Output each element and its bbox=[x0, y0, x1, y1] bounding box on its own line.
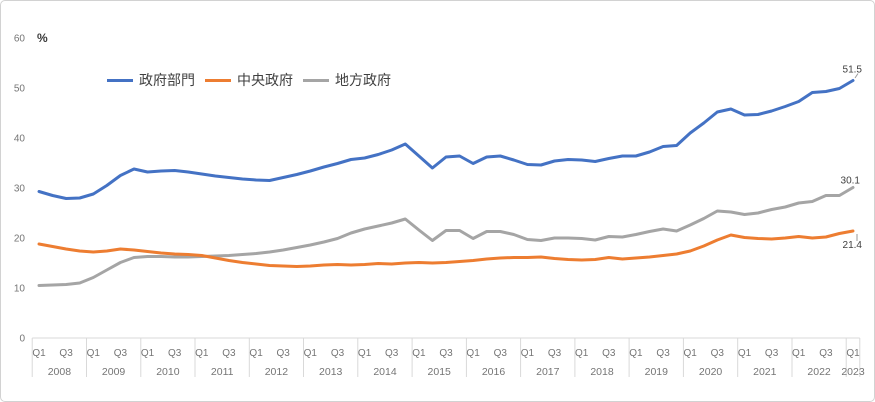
svg-text:2021: 2021 bbox=[753, 366, 777, 378]
svg-text:Q3: Q3 bbox=[59, 348, 73, 359]
line-swatch-icon bbox=[303, 78, 329, 82]
y-axis-unit-label: % bbox=[37, 31, 48, 45]
legend-label: 地方政府 bbox=[335, 72, 391, 88]
svg-text:2016: 2016 bbox=[482, 366, 506, 378]
legend-item-local-government: 地方政府 bbox=[303, 70, 391, 90]
svg-text:Q3: Q3 bbox=[331, 348, 345, 359]
svg-text:Q1: Q1 bbox=[792, 348, 806, 359]
svg-text:30: 30 bbox=[14, 184, 26, 195]
svg-text:Q1: Q1 bbox=[684, 348, 698, 359]
line-swatch-icon bbox=[107, 78, 133, 82]
svg-text:2010: 2010 bbox=[156, 366, 180, 378]
svg-text:2013: 2013 bbox=[319, 366, 343, 378]
svg-text:60: 60 bbox=[14, 34, 26, 45]
svg-text:Q3: Q3 bbox=[439, 348, 453, 359]
svg-text:Q1: Q1 bbox=[629, 348, 643, 359]
svg-text:Q1: Q1 bbox=[466, 348, 480, 359]
svg-text:Q1: Q1 bbox=[575, 348, 589, 359]
svg-text:2011: 2011 bbox=[211, 366, 234, 378]
svg-text:Q1: Q1 bbox=[521, 348, 535, 359]
series-end-value-label: 51.5 bbox=[843, 65, 863, 76]
svg-text:Q1: Q1 bbox=[141, 348, 155, 359]
svg-text:2017: 2017 bbox=[536, 366, 560, 378]
svg-text:Q3: Q3 bbox=[602, 348, 616, 359]
svg-text:Q3: Q3 bbox=[168, 348, 182, 359]
svg-text:0: 0 bbox=[19, 334, 25, 345]
svg-text:Q3: Q3 bbox=[711, 348, 725, 359]
svg-text:Q3: Q3 bbox=[819, 348, 833, 359]
svg-text:20: 20 bbox=[14, 234, 26, 245]
legend-item-central-government: 中央政府 bbox=[205, 70, 293, 90]
svg-text:Q3: Q3 bbox=[548, 348, 562, 359]
svg-text:2018: 2018 bbox=[590, 366, 614, 378]
svg-text:2020: 2020 bbox=[699, 366, 723, 378]
svg-text:Q3: Q3 bbox=[385, 348, 399, 359]
svg-text:2014: 2014 bbox=[373, 366, 397, 378]
svg-text:40: 40 bbox=[14, 134, 26, 145]
svg-text:Q1: Q1 bbox=[412, 348, 426, 359]
svg-text:Q1: Q1 bbox=[738, 348, 752, 359]
legend-label: 政府部門 bbox=[139, 72, 195, 88]
svg-text:2023: 2023 bbox=[841, 366, 865, 378]
series-end-value-label: 30.1 bbox=[841, 176, 861, 187]
svg-text:Q3: Q3 bbox=[494, 348, 508, 359]
svg-text:Q1: Q1 bbox=[249, 348, 263, 359]
svg-text:Q1: Q1 bbox=[195, 348, 209, 359]
legend: 政府部門 中央政府 地方政府 bbox=[107, 70, 391, 90]
svg-text:2008: 2008 bbox=[48, 366, 72, 378]
svg-text:2009: 2009 bbox=[102, 366, 126, 378]
svg-text:Q3: Q3 bbox=[765, 348, 779, 359]
svg-text:Q3: Q3 bbox=[222, 348, 236, 359]
svg-text:10: 10 bbox=[14, 284, 26, 295]
series-end-value-label: 21.4 bbox=[843, 240, 863, 251]
line-swatch-icon bbox=[205, 78, 231, 82]
svg-text:2019: 2019 bbox=[645, 366, 669, 378]
svg-text:Q1: Q1 bbox=[304, 348, 318, 359]
svg-text:50: 50 bbox=[14, 84, 26, 95]
svg-text:2022: 2022 bbox=[807, 366, 831, 378]
svg-text:Q3: Q3 bbox=[277, 348, 291, 359]
svg-text:Q1: Q1 bbox=[32, 348, 46, 359]
svg-text:Q1: Q1 bbox=[87, 348, 101, 359]
svg-text:Q1: Q1 bbox=[846, 348, 860, 359]
svg-text:2012: 2012 bbox=[265, 366, 289, 378]
svg-text:Q3: Q3 bbox=[656, 348, 670, 359]
legend-label: 中央政府 bbox=[237, 72, 293, 88]
svg-text:2015: 2015 bbox=[428, 366, 452, 378]
legend-item-government-sector: 政府部門 bbox=[107, 70, 195, 90]
svg-text:Q3: Q3 bbox=[114, 348, 128, 359]
svg-text:Q1: Q1 bbox=[358, 348, 372, 359]
